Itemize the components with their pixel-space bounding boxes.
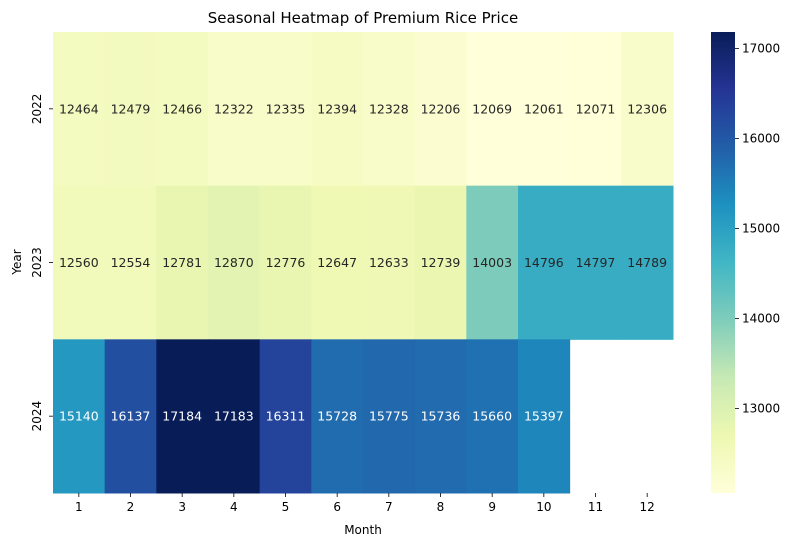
- heatmap-cell: [104, 32, 157, 187]
- colorbar-ticks: 13000 14000 15000 16000 17000: [735, 42, 780, 416]
- heatmap-cell: [414, 185, 467, 340]
- cell-value-label: 12781: [162, 255, 202, 270]
- heatmap-cell: [53, 339, 106, 494]
- cell-value-label: 12306: [627, 101, 667, 116]
- cell-value-label: 12328: [369, 101, 409, 116]
- cell-value-label: 12322: [214, 101, 254, 116]
- cell-value-label: 12647: [317, 255, 357, 270]
- heatmap-cell: [156, 32, 209, 187]
- heatmap-cell: [518, 185, 571, 340]
- heatmap-cell: [518, 339, 571, 494]
- cell-value-label: 12554: [111, 255, 151, 270]
- heatmap-cell: [259, 339, 312, 494]
- heatmap-cell: [311, 32, 364, 187]
- heatmap-cell: [156, 339, 209, 494]
- heatmap-cell: [208, 32, 261, 187]
- colorbar-tick-label: 16000: [742, 132, 780, 146]
- chart-title: Seasonal Heatmap of Premium Rice Price: [208, 9, 518, 27]
- cell-value-label: 12069: [472, 101, 512, 116]
- x-tick-label: 7: [385, 500, 393, 514]
- heatmap-cell: [208, 339, 261, 494]
- x-tick-label: 1: [75, 500, 83, 514]
- cell-value-label: 14003: [472, 255, 512, 270]
- x-axis-label: Month: [344, 523, 382, 537]
- x-tick-label: 3: [178, 500, 186, 514]
- heatmap-cell: [311, 339, 364, 494]
- heatmap-cell: [466, 32, 519, 187]
- colorbar-tick-label: 13000: [742, 402, 780, 416]
- x-tick-label: 11: [588, 500, 603, 514]
- x-tick-label: 5: [282, 500, 290, 514]
- heatmap-cell: [466, 339, 519, 494]
- cell-value-label: 12464: [59, 101, 99, 116]
- cell-value-label: 12633: [369, 255, 409, 270]
- heatmap-cells: 12464 12479 12466 12322 12335 12394 12328 12206…: [53, 32, 674, 494]
- x-tick-label: 9: [488, 500, 496, 514]
- cell-value-label: 12394: [317, 101, 357, 116]
- heatmap-cell: [414, 32, 467, 187]
- cell-value-label: 12479: [111, 101, 151, 116]
- y-tick-label: 2022: [30, 94, 44, 125]
- colorbar-tick-label: 17000: [742, 42, 780, 56]
- heatmap-cell: [363, 185, 416, 340]
- cell-value-label: 15140: [59, 409, 99, 424]
- cell-value-label: 12560: [59, 255, 99, 270]
- cell-value-label: 17183: [214, 409, 254, 424]
- cell-value-label: 14797: [576, 255, 616, 270]
- colorbar-tick-label: 14000: [742, 312, 780, 326]
- heatmap-cell: [53, 32, 106, 187]
- cell-value-label: 17184: [162, 409, 202, 424]
- cell-value-label: 15660: [472, 409, 512, 424]
- cell-value-label: 12071: [576, 101, 616, 116]
- x-tick-label: 2: [127, 500, 135, 514]
- x-tick-label: 10: [536, 500, 551, 514]
- y-axis: 2022 2023 2024: [30, 94, 53, 432]
- heatmap-cell: [53, 185, 106, 340]
- heatmap-cell: [518, 32, 571, 187]
- heatmap-cell: [466, 185, 519, 340]
- x-tick-label: 6: [333, 500, 341, 514]
- heatmap-cell: [363, 339, 416, 494]
- y-axis-label: Year: [10, 249, 24, 275]
- heatmap-cell: [311, 185, 364, 340]
- cell-value-label: 12206: [421, 101, 461, 116]
- x-tick-label: 12: [640, 500, 655, 514]
- heatmap-cell: [363, 32, 416, 187]
- heatmap-cell: [104, 339, 157, 494]
- x-tick-label: 4: [230, 500, 238, 514]
- heatmap-cell: [569, 32, 622, 187]
- y-tick-label: 2024: [30, 401, 44, 432]
- x-axis: 1 2 3 4 5 6 7 8 9 10 11 12: [75, 493, 655, 514]
- cell-value-label: 15397: [524, 409, 564, 424]
- heatmap-cell: [104, 185, 157, 340]
- cell-value-label: 16137: [111, 409, 151, 424]
- cell-value-label: 12776: [266, 255, 306, 270]
- cell-value-label: 15728: [317, 409, 357, 424]
- x-tick-label: 8: [437, 500, 445, 514]
- cell-value-label: 15736: [421, 409, 461, 424]
- cell-value-label: 12335: [266, 101, 306, 116]
- cell-value-label: 12061: [524, 101, 564, 116]
- heatmap-cell: [259, 32, 312, 187]
- cell-value-label: 14789: [627, 255, 667, 270]
- heatmap-cell: [156, 185, 209, 340]
- colorbar-tick-label: 15000: [742, 222, 780, 236]
- y-tick-label: 2023: [30, 247, 44, 278]
- heatmap-cell: [208, 185, 261, 340]
- cell-value-label: 14796: [524, 255, 564, 270]
- heatmap-cell: [569, 185, 622, 340]
- cell-value-label: 12739: [421, 255, 461, 270]
- heatmap-cell: [621, 185, 674, 340]
- heatmap-cell: [414, 339, 467, 494]
- cell-value-label: 12466: [162, 101, 202, 116]
- heatmap-cell: [259, 185, 312, 340]
- cell-value-label: 12870: [214, 255, 254, 270]
- cell-value-label: 16311: [266, 409, 306, 424]
- cell-value-label: 15775: [369, 409, 409, 424]
- heatmap-cell: [621, 32, 674, 187]
- colorbar: [711, 32, 735, 493]
